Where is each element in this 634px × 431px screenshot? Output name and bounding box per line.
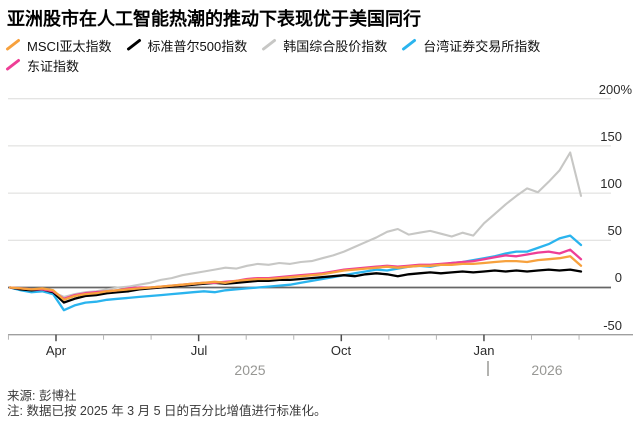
y-axis-label: 150 — [600, 129, 622, 144]
chart-footer: 来源: 彭博社 注: 数据已按 2025 年 3 月 5 日的百分比增值进行标准… — [7, 389, 327, 418]
legend-label: MSCI亚太指数 — [27, 38, 112, 54]
legend-row: 东证指数 — [5, 55, 629, 75]
line-segment-icon — [5, 38, 21, 52]
y-axis-label: 100 — [600, 176, 622, 191]
legend-row: MSCI亚太指数 标准普尔500指数 韩国综合股价指数 台湾证券交易所指数 — [5, 35, 629, 55]
legend-label: 台湾证券交易所指数 — [423, 38, 541, 54]
line-segment-icon — [261, 38, 277, 52]
legend-label: 标准普尔500指数 — [147, 38, 248, 54]
y-axis-label: 200% — [598, 82, 632, 97]
x-axis-label-apr: Apr — [45, 343, 67, 358]
source-text: 来源: 彭博社 — [7, 389, 77, 403]
y-axis-label: 50 — [607, 223, 622, 238]
y-axis-label: 0 — [614, 270, 622, 285]
legend-item-topix: 东证指数 — [5, 56, 79, 75]
legend-item-twse: 台湾证券交易所指数 — [401, 36, 540, 55]
chart-legend: MSCI亚太指数 标准普尔500指数 韩国综合股价指数 台湾证券交易所指数 — [5, 35, 629, 75]
year-label-2025: 2025 — [234, 362, 266, 378]
legend-label: 韩国综合股价指数 — [283, 38, 388, 54]
x-axis-label-jan: Jan — [473, 343, 495, 358]
legend-item-kospi: 韩国综合股价指数 — [261, 36, 387, 55]
x-axis-label-oct: Oct — [330, 343, 352, 358]
line-segment-icon — [126, 38, 142, 52]
legend-label: 东证指数 — [27, 58, 80, 74]
legend-item-msci: MSCI亚太指数 — [5, 36, 112, 55]
year-divider — [487, 361, 489, 376]
page-title: 亚洲股市在人工智能热潮的推动下表现优于美国同行 — [7, 9, 421, 29]
y-axis-label: -50 — [603, 318, 622, 333]
x-axis-label-jul: Jul — [190, 343, 208, 358]
year-label-2026: 2026 — [531, 362, 563, 378]
legend-item-sp500: 标准普尔500指数 — [126, 36, 248, 55]
line-segment-icon — [5, 58, 21, 72]
line-segment-icon — [401, 38, 417, 52]
note-text: 注: 数据已按 2025 年 3 月 5 日的百分比增值进行标准化。 — [7, 403, 327, 418]
